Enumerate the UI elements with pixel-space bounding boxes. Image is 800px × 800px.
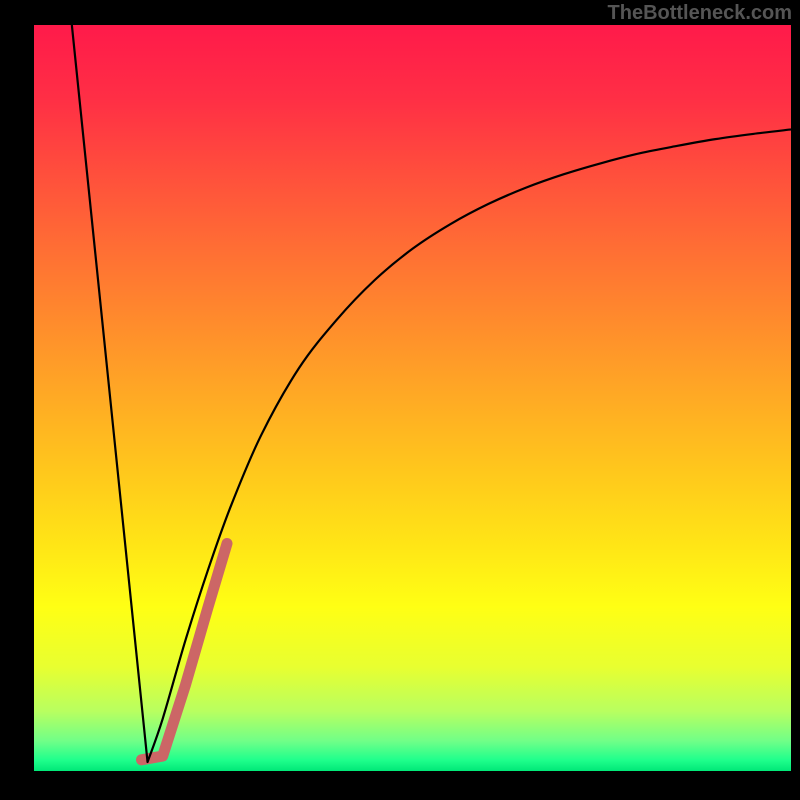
chart-root: TheBottleneck.com [0,0,800,800]
plot-background [34,25,791,771]
bottleneck-chart [0,0,800,800]
watermark-text: TheBottleneck.com [608,2,792,25]
